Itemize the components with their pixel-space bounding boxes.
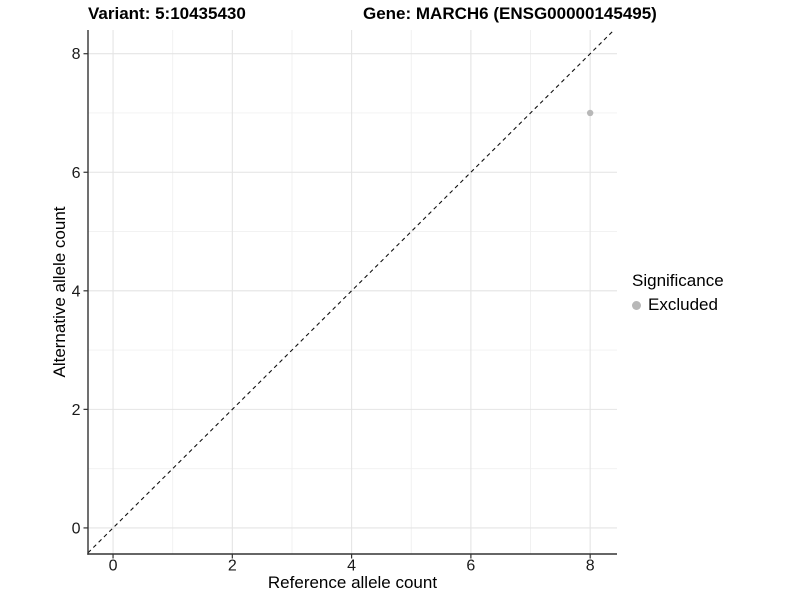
- x-tick-label: 2: [228, 558, 237, 575]
- y-tick-label: 8: [72, 46, 81, 63]
- variant-title: Variant: 5:10435430: [88, 4, 246, 23]
- x-tick-label: 6: [466, 558, 475, 575]
- y-tick-label: 4: [72, 283, 81, 300]
- legend-item-label: Excluded: [648, 295, 718, 314]
- x-axis-label: Reference allele count: [267, 573, 438, 592]
- gene-title: Gene: MARCH6 (ENSG00000145495): [363, 4, 657, 23]
- legend-item-excluded: Excluded: [632, 295, 724, 315]
- legend-point-swatch: [632, 300, 641, 310]
- y-tick-label: 0: [72, 520, 81, 537]
- y-axis-label: Alternative allele count: [50, 206, 69, 378]
- identity-dashed-line: [87, 29, 615, 554]
- x-tick-label: 8: [586, 558, 595, 575]
- data-point-excluded: [586, 109, 594, 117]
- x-tick-label: 4: [347, 558, 356, 575]
- y-tick-label: 2: [72, 402, 81, 419]
- legend: Significance Excluded: [632, 271, 724, 315]
- x-tick-label: 0: [109, 558, 118, 575]
- y-tick-label: 6: [72, 165, 81, 182]
- legend-title: Significance: [632, 271, 724, 290]
